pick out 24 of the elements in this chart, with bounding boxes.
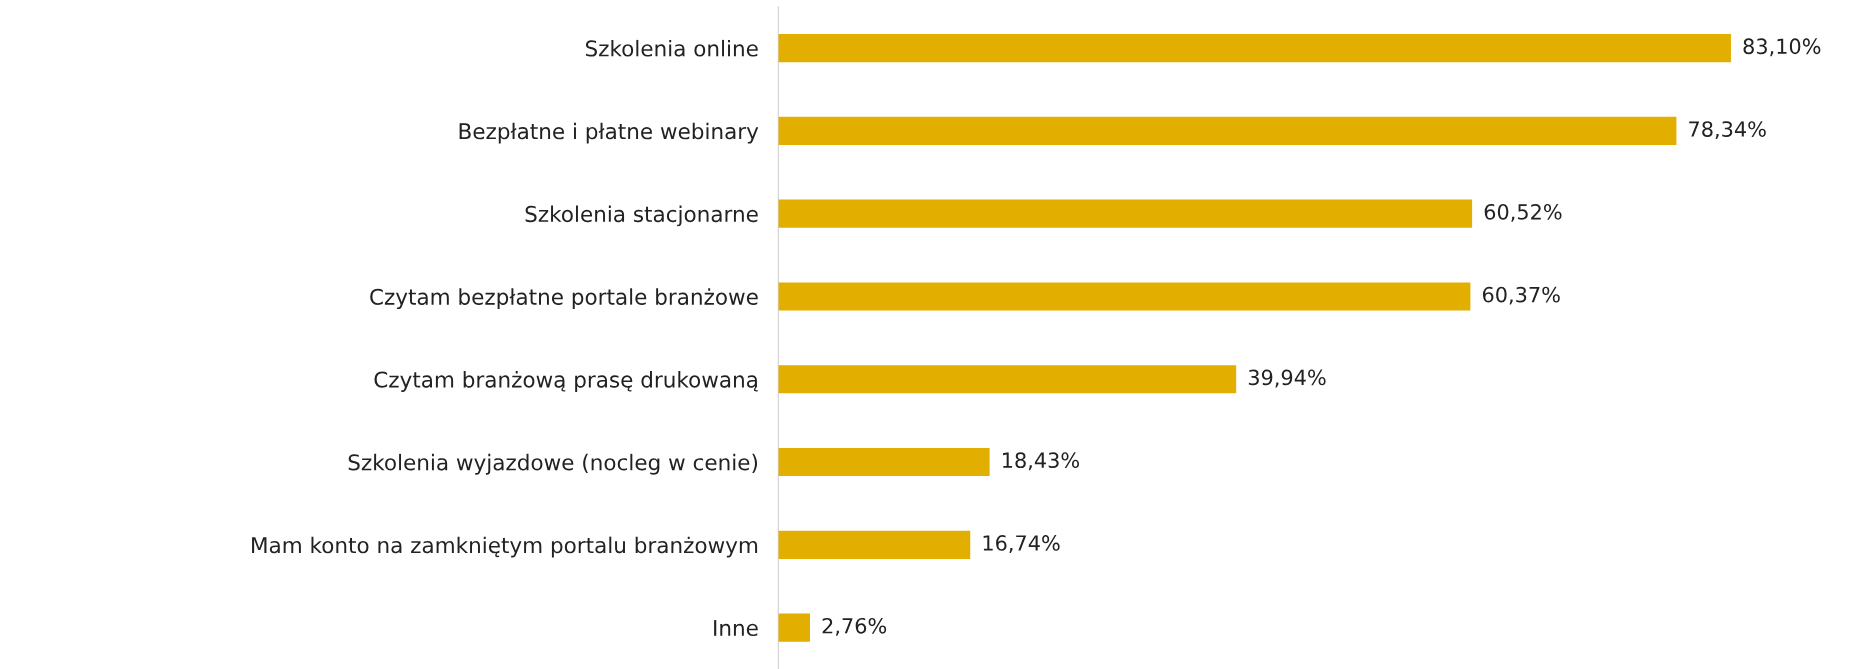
- bar: [778, 34, 1731, 63]
- bar: [778, 613, 810, 642]
- y-tick-label: Mam konto na zamkniętym portalu branżowym: [252, 536, 758, 558]
- bar: [778, 365, 1237, 394]
- y-tick-label: Czytam bezpłatne portale branżowe: [370, 288, 758, 310]
- bar: [778, 116, 1677, 145]
- data-label: 39,94%: [1248, 369, 1326, 388]
- data-label: 78,34%: [1689, 121, 1766, 140]
- y-tick-label: Szkolenia wyjazdowe (nocleg w cenie): [348, 453, 758, 475]
- bar: [778, 530, 971, 559]
- y-tick-label: Bezpłatne i płatne webinary: [459, 122, 759, 144]
- bar: [778, 447, 990, 477]
- bar: [778, 199, 1473, 228]
- y-tick-label: Szkolenia stacjonarne: [525, 205, 758, 227]
- y-tick-label: Szkolenia online: [585, 39, 758, 57]
- data-label: 2,76%: [822, 617, 887, 636]
- y-tick-label: Czytam branżową prasę drukowaną: [374, 371, 758, 392]
- data-label: 83,10%: [1743, 38, 1821, 57]
- y-tick-label: Inne: [714, 620, 758, 637]
- data-label: 60,37%: [1482, 286, 1560, 305]
- data-label: 16,74%: [983, 535, 1060, 553]
- bar: [778, 282, 1471, 311]
- data-label: 60,52%: [1484, 203, 1562, 222]
- data-label: 18,43%: [1003, 452, 1080, 471]
